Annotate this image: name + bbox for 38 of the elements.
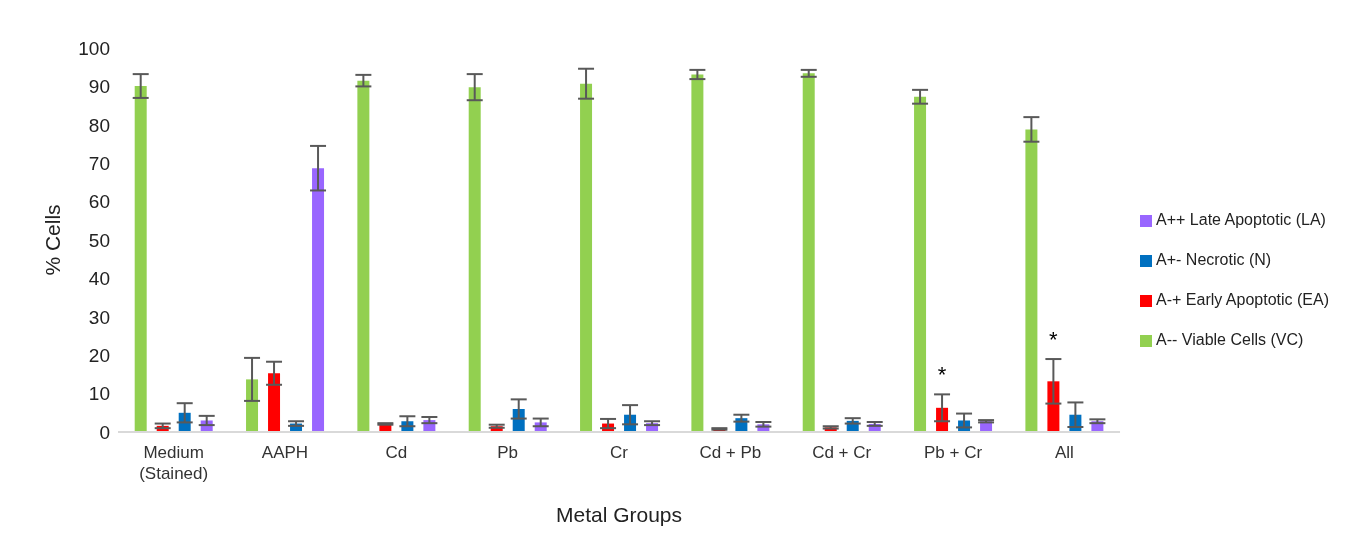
y-tick-label: 70 [88, 152, 110, 174]
x-tick-label: Pb + Cr [923, 443, 983, 462]
bar [691, 74, 704, 432]
y-tick-label: 100 [78, 37, 110, 59]
y-tick-label: 0 [99, 421, 110, 443]
bar [580, 83, 593, 432]
y-tick-label: 20 [88, 344, 110, 366]
y-tick-label: 80 [88, 114, 110, 136]
x-tick-label: Cd [385, 443, 408, 462]
bar [134, 86, 147, 432]
bar [914, 96, 927, 432]
annotation: * [1049, 327, 1059, 353]
y-tick-label: 60 [88, 191, 110, 213]
y-axis-title: % Cells [41, 204, 65, 276]
y-tick-label: 90 [88, 76, 110, 98]
bar [357, 80, 370, 432]
bar [468, 87, 481, 432]
y-tick-label: 10 [88, 383, 110, 405]
x-tick-label: Cd + Cr [812, 443, 872, 462]
y-tick-label: 50 [88, 229, 110, 251]
x-tick-label: Pb [497, 443, 519, 462]
x-tick-label: Medium (Stained) [139, 443, 209, 483]
bar [1025, 129, 1038, 432]
x-tick-label: Cd + Pb [699, 443, 762, 462]
bar [312, 168, 325, 432]
x-tick-label: All [1054, 443, 1074, 462]
annotation: * [937, 362, 947, 388]
bar [802, 73, 815, 432]
y-tick-label: 30 [88, 306, 110, 328]
legend-label: A-+ Early Apoptotic (EA) [1156, 291, 1329, 308]
y-tick-label: 40 [88, 268, 110, 290]
x-axis-title: Metal Groups [555, 503, 683, 526]
x-tick-label: Cr [610, 443, 629, 462]
legend-label: A++ Late Apoptotic (LA) [1156, 211, 1326, 228]
legend-label: A-- Viable Cells (VC) [1156, 331, 1304, 348]
bar [268, 373, 281, 432]
legend-label: A+- Necrotic (N) [1156, 251, 1272, 268]
x-tick-label: AAPH [261, 443, 309, 462]
